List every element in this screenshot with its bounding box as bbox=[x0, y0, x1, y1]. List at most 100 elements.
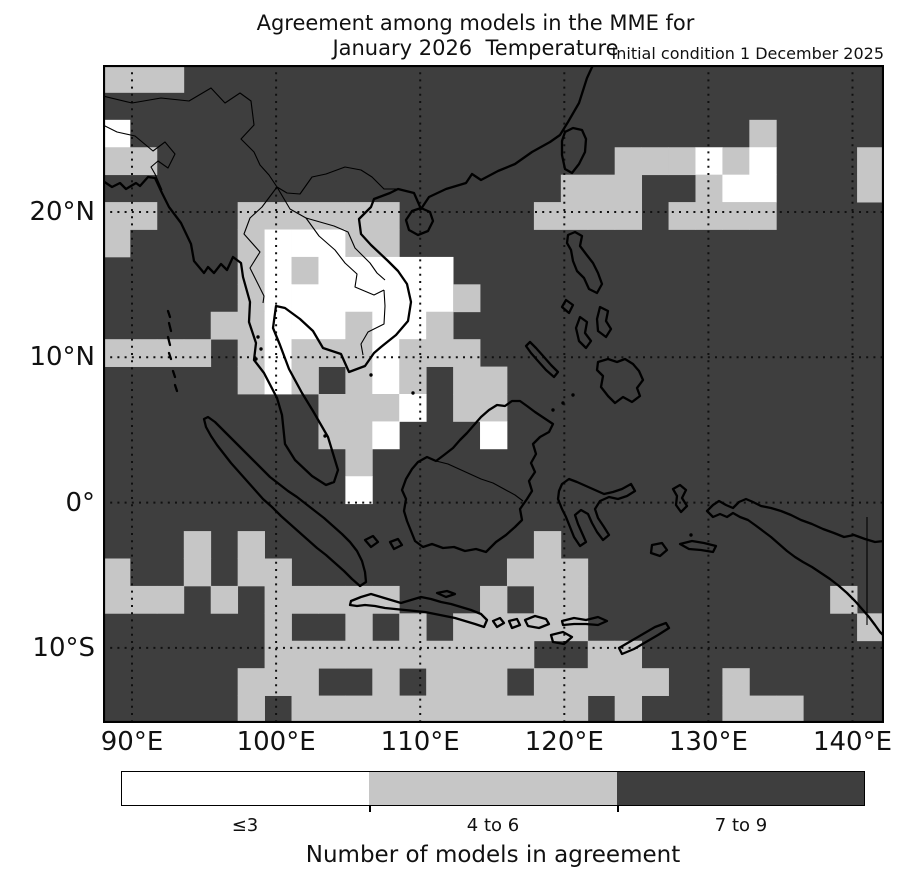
agreement-cell bbox=[480, 366, 508, 395]
agreement-cell bbox=[372, 668, 400, 696]
coastline-path bbox=[507, 617, 522, 630]
coastline-path bbox=[565, 230, 604, 295]
map-canvas bbox=[103, 65, 884, 723]
coastline-path bbox=[400, 399, 555, 554]
map-plot-area bbox=[103, 65, 884, 723]
agreement-cell bbox=[857, 147, 884, 176]
agreement-cell bbox=[210, 311, 239, 340]
agreement-cell bbox=[399, 284, 427, 313]
agreement-cell bbox=[480, 668, 508, 696]
y-tick-label: 20°N bbox=[29, 197, 95, 227]
coastline-path bbox=[363, 534, 380, 549]
coastline-path bbox=[523, 614, 551, 630]
agreement-cell bbox=[533, 668, 562, 696]
y-tick-label: 10°N bbox=[29, 342, 95, 373]
agreement-cell bbox=[426, 640, 454, 669]
agreement-cell bbox=[480, 695, 508, 723]
agreement-cell bbox=[237, 366, 265, 395]
country-border-path bbox=[360, 289, 386, 356]
agreement-cell bbox=[345, 339, 373, 367]
agreement-cell bbox=[614, 202, 643, 230]
agreement-cell bbox=[372, 366, 400, 395]
agreement-cell bbox=[372, 202, 400, 230]
agreement-cell bbox=[237, 339, 265, 367]
agreement-cell bbox=[291, 339, 319, 367]
coastline-path bbox=[435, 589, 457, 599]
chart-title-line2: January 2026 Temperature bbox=[332, 36, 619, 60]
agreement-cell bbox=[749, 147, 777, 176]
agreement-cell bbox=[264, 284, 292, 313]
initial-condition-annotation: Initial condition 1 December 2025 bbox=[611, 44, 884, 63]
x-tick-label: 100°E bbox=[236, 727, 316, 757]
agreement-cell bbox=[156, 65, 185, 93]
agreement-cell bbox=[345, 695, 373, 723]
agreement-cell bbox=[318, 284, 346, 313]
agreement-cell bbox=[614, 695, 643, 723]
agreement-cell bbox=[372, 229, 400, 258]
agreement-cell bbox=[237, 284, 265, 313]
agreement-cell bbox=[480, 640, 508, 669]
agreement-cell bbox=[560, 558, 589, 587]
colorbar-segment bbox=[122, 772, 370, 805]
agreement-cell bbox=[533, 531, 562, 559]
agreement-cell bbox=[372, 284, 400, 313]
agreement-cell bbox=[506, 558, 535, 587]
agreement-cell bbox=[103, 585, 131, 614]
colorbar-title: Number of models in agreement bbox=[305, 842, 681, 868]
colorbar-boundary-tick bbox=[617, 806, 619, 812]
agreement-cell bbox=[587, 174, 616, 203]
agreement-cell bbox=[291, 229, 319, 258]
agreement-cell bbox=[291, 202, 319, 230]
agreement-cell bbox=[399, 695, 427, 723]
agreement-cell bbox=[372, 421, 400, 450]
agreement-cell bbox=[372, 640, 400, 669]
agreement-cell bbox=[453, 668, 481, 696]
colorbar-category-label: 4 to 6 bbox=[466, 815, 520, 836]
agreement-cell bbox=[103, 65, 131, 93]
agreement-cell bbox=[345, 311, 373, 340]
agreement-cell bbox=[291, 668, 319, 696]
agreement-cell bbox=[237, 531, 265, 559]
agreement-cell bbox=[506, 640, 535, 669]
agreement-cell bbox=[506, 695, 535, 723]
agreement-cell bbox=[560, 585, 589, 614]
y-tick-label: 0° bbox=[65, 487, 95, 518]
agreement-cell bbox=[264, 668, 292, 696]
coastline-path bbox=[671, 483, 689, 514]
agreement-cell bbox=[480, 585, 508, 614]
agreement-cell bbox=[129, 202, 158, 230]
small-island-dot bbox=[323, 434, 327, 438]
agreement-cell bbox=[264, 613, 292, 642]
coastline-path bbox=[166, 309, 179, 393]
agreement-cell bbox=[345, 448, 373, 477]
colorbar-segment bbox=[616, 772, 864, 805]
agreement-cell bbox=[614, 174, 643, 203]
agreement-cell bbox=[103, 147, 131, 176]
x-tick-label: 110°E bbox=[380, 727, 460, 757]
agreement-cell bbox=[237, 695, 265, 723]
x-tick-label: 140°E bbox=[812, 727, 893, 757]
agreement-cell bbox=[183, 339, 212, 367]
agreement-cell bbox=[587, 202, 616, 230]
agreement-cell bbox=[318, 585, 346, 614]
agreement-cell bbox=[749, 174, 777, 203]
agreement-cell bbox=[399, 366, 427, 395]
coastline-path bbox=[491, 616, 506, 629]
coastline-path bbox=[595, 357, 645, 405]
agreement-cell bbox=[587, 668, 616, 696]
country-border-path bbox=[103, 87, 398, 195]
agreement-cell bbox=[237, 558, 265, 587]
agreement-cell bbox=[399, 640, 427, 669]
y-tick-label: 10°S bbox=[32, 632, 95, 663]
agreement-cell bbox=[210, 585, 239, 614]
agreement-cell bbox=[533, 695, 562, 723]
coastline-path bbox=[388, 537, 404, 551]
country-border-path bbox=[305, 217, 386, 281]
agreement-cell bbox=[749, 695, 777, 723]
coastline-path bbox=[560, 126, 588, 175]
small-island-dot bbox=[254, 357, 258, 361]
agreement-cell bbox=[453, 640, 481, 669]
agreement-cell bbox=[345, 585, 373, 614]
agreement-cell bbox=[776, 695, 804, 723]
small-island-dot bbox=[689, 533, 693, 537]
